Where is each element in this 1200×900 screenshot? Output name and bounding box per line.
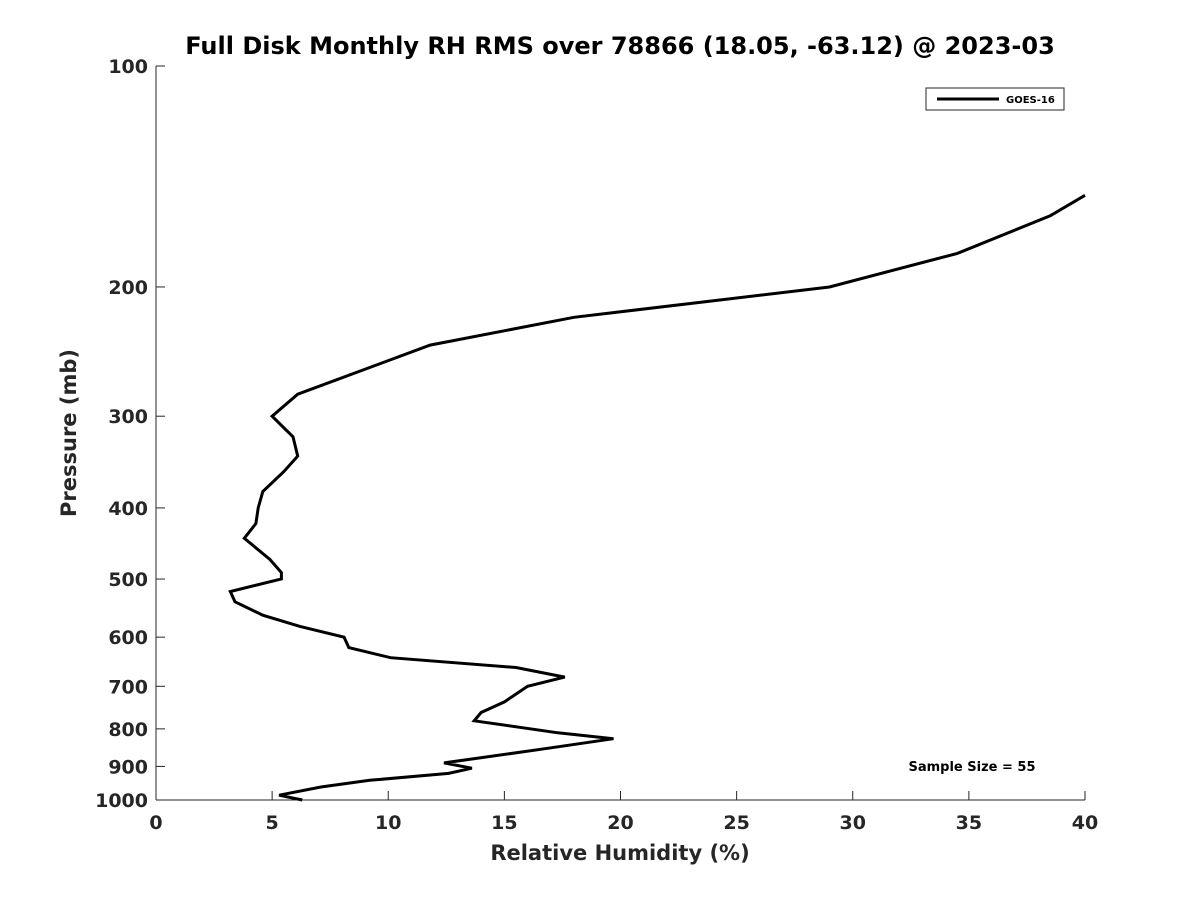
x-axis-ticks: 0 5 10 15 20 25 30 35 40 xyxy=(149,791,1098,834)
legend: GOES-16 xyxy=(925,87,1065,111)
y-tick-label: 900 xyxy=(108,756,148,778)
series-layer xyxy=(228,194,1086,802)
y-tick-label: 1000 xyxy=(95,790,148,812)
y-tick-label: 100 xyxy=(108,56,148,78)
y-tick-label: 600 xyxy=(108,627,148,649)
x-tick-label: 35 xyxy=(956,812,982,834)
y-axis-ticks: 100 200 300 400 500 600 700 800 900 1000 xyxy=(95,56,165,812)
x-tick-label: 40 xyxy=(1072,812,1098,834)
plot-area xyxy=(155,66,1085,801)
x-tick-label: 25 xyxy=(723,812,749,834)
y-tick-label: 300 xyxy=(108,406,148,428)
sample-size-annotation: Sample Size = 55 xyxy=(908,760,1035,775)
y-tick-label: 700 xyxy=(108,676,148,698)
y-tick-label: 500 xyxy=(108,569,148,591)
x-axis-label: Relative Humidity (%) xyxy=(490,841,749,865)
x-tick-label: 10 xyxy=(375,812,401,834)
series-line-goes-16 xyxy=(228,194,1086,802)
legend-label: GOES-16 xyxy=(1006,95,1055,106)
x-tick-label: 0 xyxy=(149,812,162,834)
chart-title: Full Disk Monthly RH RMS over 78866 (18.… xyxy=(185,32,1055,60)
y-tick-label: 800 xyxy=(108,719,148,741)
x-tick-label: 20 xyxy=(607,812,633,834)
y-tick-label: 200 xyxy=(108,277,148,299)
x-tick-label: 15 xyxy=(491,812,517,834)
x-tick-label: 5 xyxy=(266,812,279,834)
y-tick-label: 400 xyxy=(108,498,148,520)
y-axis-label: Pressure (mb) xyxy=(57,349,81,517)
x-tick-label: 30 xyxy=(840,812,866,834)
